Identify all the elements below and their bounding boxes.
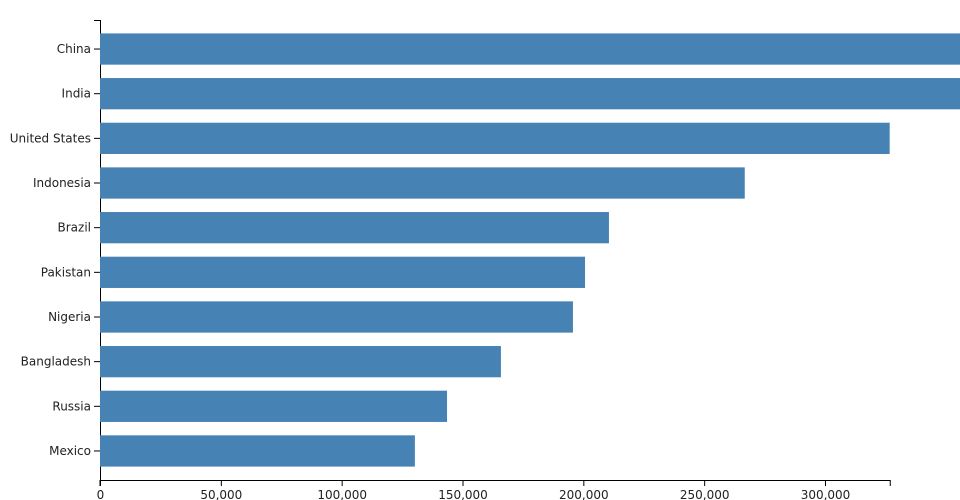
bar	[100, 78, 960, 110]
x-tick-label: 150,000	[438, 488, 488, 500]
x-tick-label: 200,000	[559, 488, 609, 500]
x-tick-label: 50,000	[200, 488, 242, 500]
bar	[100, 390, 448, 422]
y-tick-label: China	[57, 42, 91, 56]
y-tick-label: Bangladesh	[21, 355, 91, 369]
bar	[100, 167, 745, 199]
y-tick-label: Brazil	[58, 221, 92, 235]
y-tick-label: India	[62, 87, 91, 101]
bar	[100, 301, 573, 333]
y-tick-label: United States	[10, 131, 91, 145]
x-tick-label: 100,000	[317, 488, 367, 500]
bar	[100, 33, 960, 65]
x-tick-label: 0	[97, 488, 105, 500]
x-axis	[99, 480, 891, 486]
x-tick-label: 300,000	[801, 488, 851, 500]
bar	[100, 256, 586, 288]
y-tick-label: Mexico	[49, 444, 91, 458]
bar	[100, 122, 890, 154]
y-tick-label: Russia	[52, 399, 91, 413]
y-tick-label: Indonesia	[33, 176, 91, 190]
bar	[100, 346, 501, 378]
y-axis	[94, 20, 101, 480]
bar	[100, 435, 415, 467]
x-tick-label: 250,000	[680, 488, 730, 500]
y-tick-label: Pakistan	[41, 265, 91, 279]
y-tick-label: Nigeria	[48, 310, 91, 324]
bar	[100, 212, 609, 244]
